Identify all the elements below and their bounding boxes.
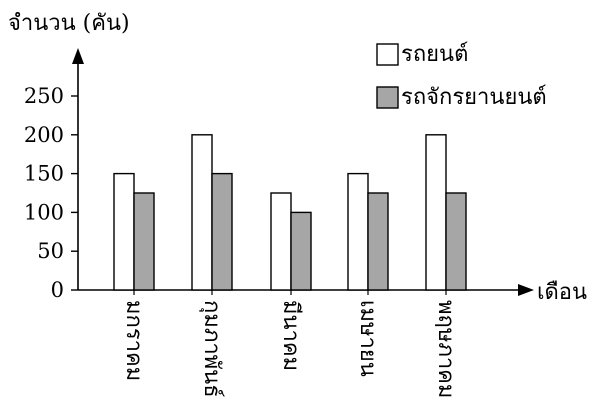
bar-motorcycle	[211, 172, 233, 291]
category-label: พฤษภาคม	[433, 300, 458, 398]
legend-label: รถจักรยานยนต์	[401, 85, 547, 110]
legend-label: รถยนต์	[401, 42, 468, 67]
category-label: เมษายน	[355, 300, 380, 377]
category-label: มกราคม	[121, 300, 146, 381]
y-axis-arrow-icon	[72, 48, 84, 64]
bar-motorcycle	[367, 192, 389, 291]
y-tick-label: 200	[24, 123, 64, 147]
bar-car	[425, 134, 447, 291]
y-tick-label: 150	[24, 162, 64, 186]
bar-car	[347, 172, 369, 291]
category-label: กุมภาพันธ์	[199, 300, 224, 398]
bar-car	[191, 134, 213, 291]
y-tick-label: 100	[24, 200, 64, 224]
legend-swatch	[376, 86, 399, 109]
y-tick-label: 50	[37, 239, 64, 263]
bar-motorcycle	[133, 192, 155, 291]
category-label: มีนาคม	[278, 300, 303, 371]
bar-motorcycle	[445, 192, 467, 291]
x-axis-arrow-icon	[518, 284, 534, 296]
bar-car	[113, 172, 135, 291]
bar-motorcycle	[290, 211, 312, 291]
y-tick-label: 250	[24, 84, 64, 108]
x-axis-categories: มกราคม กุมภาพันธ์ มีนาคม เมษายน พฤษภาคม	[121, 300, 458, 398]
bar-car	[270, 192, 292, 291]
y-axis-label: จำนวน (คัน)	[8, 11, 130, 36]
x-axis-label: เดือน	[537, 280, 587, 305]
y-tick-label: 0	[51, 278, 64, 302]
chart-legend: รถยนต์รถจักรยานยนต์	[376, 42, 547, 110]
chart-bars	[113, 134, 467, 295]
y-axis-ticks: 0 50 100 150 200 250	[24, 84, 78, 302]
legend-swatch	[376, 43, 399, 66]
